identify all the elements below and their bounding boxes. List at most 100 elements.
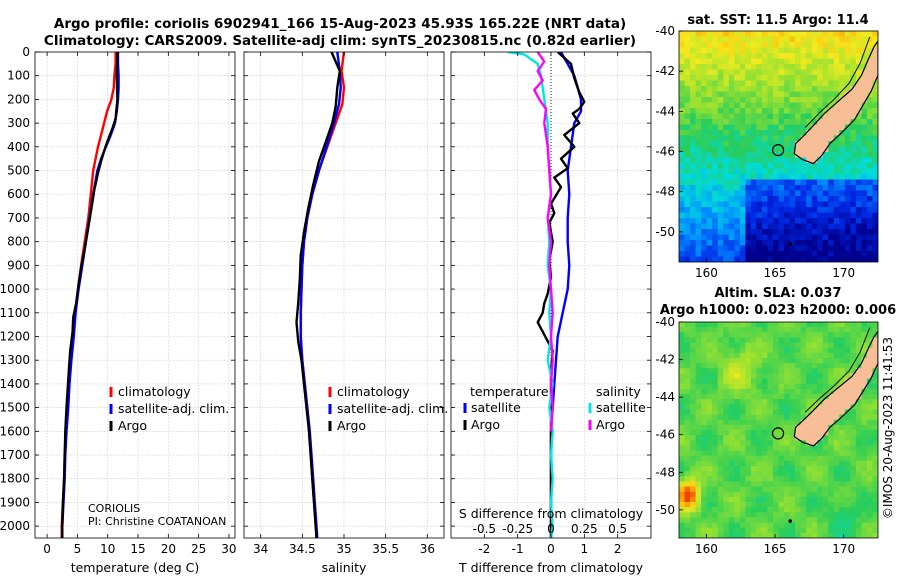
map-cell bbox=[817, 332, 824, 338]
map-cell bbox=[739, 234, 746, 241]
map-cell bbox=[734, 218, 741, 224]
map-cell bbox=[728, 168, 735, 175]
map-cell bbox=[712, 512, 719, 518]
map-cell bbox=[850, 91, 857, 98]
credit-text: CORIOLIS bbox=[88, 502, 140, 515]
map-cell bbox=[739, 507, 746, 513]
map-cell bbox=[811, 347, 818, 354]
map-cell bbox=[750, 445, 757, 451]
map-cell bbox=[756, 135, 763, 142]
map-cell bbox=[866, 196, 873, 202]
map-cell bbox=[701, 358, 708, 364]
map-cell bbox=[717, 424, 724, 431]
map-cell bbox=[761, 322, 768, 328]
map-cell bbox=[739, 430, 746, 436]
sst-map-title: sat. SST: 11.5 Argo: 11.4 bbox=[687, 13, 868, 28]
x2-tick-label: -0.5 bbox=[473, 522, 496, 536]
map-cell bbox=[828, 113, 835, 120]
map-cell bbox=[745, 207, 752, 213]
map-cell bbox=[761, 486, 768, 493]
map-cell bbox=[822, 512, 829, 518]
map-cell bbox=[784, 455, 790, 462]
map-cell bbox=[717, 352, 724, 359]
map-cell bbox=[784, 440, 790, 446]
map-cell bbox=[723, 157, 730, 164]
map-cell bbox=[690, 75, 696, 81]
map-cell bbox=[712, 404, 719, 410]
map-cell bbox=[706, 481, 713, 487]
map-cell bbox=[866, 168, 873, 175]
map-cell bbox=[712, 36, 719, 43]
map-cell bbox=[723, 327, 730, 333]
map-cell bbox=[844, 245, 851, 252]
map-cell bbox=[844, 358, 851, 364]
map-cell bbox=[679, 481, 685, 487]
map-cell bbox=[767, 471, 774, 477]
map-cell bbox=[866, 368, 873, 374]
map-cell bbox=[861, 207, 868, 213]
map-cell bbox=[795, 383, 802, 390]
map-cell bbox=[828, 378, 835, 385]
map-cell bbox=[701, 527, 708, 534]
map-cell bbox=[684, 414, 691, 421]
map-cell bbox=[750, 91, 757, 98]
map-cell bbox=[866, 141, 873, 147]
map-cell bbox=[822, 507, 829, 513]
map-cell bbox=[789, 512, 796, 518]
map-cell bbox=[839, 347, 846, 354]
map-cell bbox=[767, 245, 774, 252]
map-cell bbox=[734, 502, 741, 508]
map-cell bbox=[850, 327, 857, 333]
series-line-argo bbox=[295, 52, 341, 538]
map-cell bbox=[734, 146, 741, 153]
map-cell bbox=[767, 358, 774, 364]
map-cell bbox=[706, 352, 713, 359]
map-cell bbox=[850, 512, 857, 518]
map-cell bbox=[750, 36, 757, 43]
map-cell bbox=[817, 75, 824, 81]
map-cell bbox=[756, 58, 763, 65]
map-cell bbox=[795, 512, 802, 518]
map-cell bbox=[784, 373, 790, 379]
map-cell bbox=[679, 383, 685, 390]
map-cell bbox=[750, 245, 757, 252]
map-cell bbox=[734, 113, 741, 120]
map-cell bbox=[844, 130, 851, 136]
map-cell bbox=[761, 517, 768, 523]
map-cell bbox=[833, 502, 840, 508]
map-cell bbox=[872, 527, 878, 534]
map-cell bbox=[817, 481, 824, 487]
map-cell bbox=[811, 430, 818, 436]
map-cell bbox=[811, 31, 818, 37]
map-cell bbox=[695, 496, 702, 503]
map-cell bbox=[772, 337, 779, 343]
map-cell bbox=[844, 36, 851, 43]
map-cell bbox=[750, 119, 757, 125]
map-cell bbox=[866, 130, 873, 136]
map-cell bbox=[767, 47, 774, 54]
map-cell bbox=[717, 466, 724, 472]
map-cell bbox=[734, 251, 741, 257]
map-cell bbox=[828, 245, 835, 252]
map-cell bbox=[795, 86, 802, 92]
map-cell bbox=[679, 532, 685, 538]
map-cell bbox=[717, 80, 724, 87]
map-cell bbox=[855, 174, 862, 180]
map-cell bbox=[723, 455, 730, 462]
map-cell bbox=[861, 229, 868, 235]
map-cell bbox=[861, 86, 868, 92]
map-cell bbox=[761, 507, 768, 513]
map-cell bbox=[756, 245, 763, 252]
map-cell bbox=[723, 218, 730, 224]
map-cell bbox=[734, 358, 741, 364]
map-cell bbox=[734, 507, 741, 513]
map-cell bbox=[806, 363, 813, 369]
map-cell bbox=[750, 399, 757, 405]
map-cell bbox=[679, 207, 685, 213]
map-cell bbox=[706, 135, 713, 142]
map-cell bbox=[855, 196, 862, 202]
map-cell bbox=[866, 517, 873, 523]
map-cell bbox=[828, 42, 835, 48]
map-cell bbox=[690, 507, 696, 513]
map-cell bbox=[839, 327, 846, 333]
